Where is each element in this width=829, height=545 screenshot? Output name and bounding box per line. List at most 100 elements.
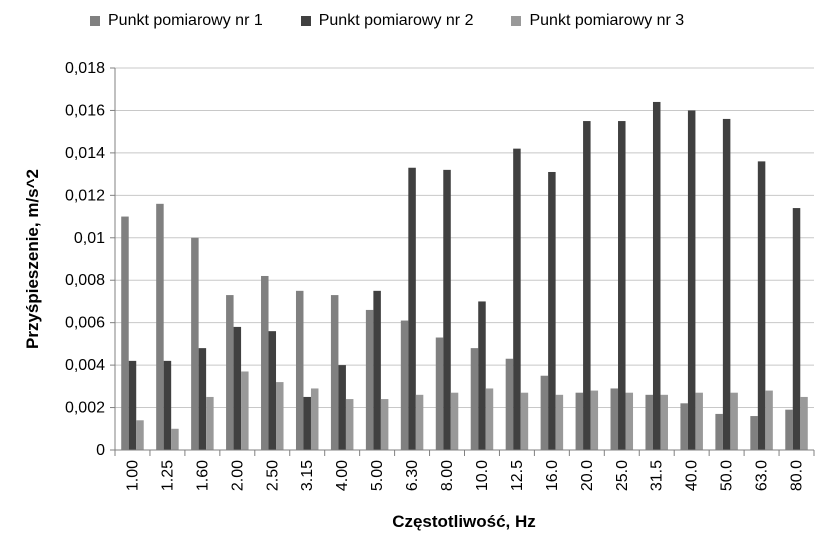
bar-series-2	[268, 331, 277, 450]
grid-lines	[115, 67, 814, 409]
bar-series-3	[415, 394, 424, 450]
bar-series-3	[485, 388, 494, 450]
bar-series-1	[156, 203, 164, 450]
legend-item-series-3: Punkt pomiarowy nr 3	[511, 12, 684, 30]
x-tick-label: 6.30	[404, 460, 421, 491]
bar-series-1	[540, 375, 549, 450]
x-tick-label: 1.00	[124, 460, 141, 491]
bar-series-1	[400, 320, 409, 450]
legend-label-series-3: Punkt pomiarowy nr 3	[529, 12, 685, 29]
bar-series-2	[373, 290, 381, 450]
bar-series-2	[408, 167, 416, 450]
x-tick-label: 1.60	[194, 460, 211, 491]
bar-series-3	[555, 394, 564, 450]
x-axis-label: Częstotliwość, Hz	[392, 512, 536, 531]
bar-series-2	[163, 360, 172, 450]
chart-legend: Punkt pomiarowy nr 1 Punkt pomiarowy nr …	[90, 12, 684, 30]
axes: 0 0,002 0,004 0,006 0,008 0,01 0,012 0,014 0,016…	[65, 60, 815, 491]
bar-series-1	[261, 275, 269, 450]
y-tick-label: 0,018	[65, 60, 105, 77]
bar-series-1	[575, 392, 584, 450]
legend-label-series-2: Punkt pomiarowy nr 2	[318, 12, 474, 29]
y-tick-label: 0,002	[65, 400, 105, 417]
x-tick-label: 50.0	[719, 460, 736, 491]
bar-series-1	[470, 348, 479, 450]
bar-series-3	[276, 382, 284, 450]
y-tick-label: 0,006	[65, 315, 105, 332]
bar-series-3	[800, 396, 808, 450]
bar-series-3	[765, 390, 773, 450]
x-tick-label: 12.5	[509, 460, 526, 491]
x-tick-label: 40.0	[684, 460, 701, 491]
x-tick-label: 63.0	[754, 460, 771, 491]
legend-item-series-2: Punkt pomiarowy nr 2	[300, 12, 474, 30]
y-tick-label: 0,014	[65, 145, 105, 162]
legend-swatch-series-2	[300, 16, 311, 26]
x-tick-label: 2.50	[264, 460, 281, 491]
x-tick-label: 5.00	[369, 460, 386, 491]
bar-series-2	[303, 396, 311, 450]
bar-series-3	[206, 396, 214, 450]
y-axis-label: Przyśpieszenie, m/s^2	[23, 169, 42, 349]
x-tick-label: 10.0	[474, 460, 491, 491]
bar-series-1	[645, 394, 653, 450]
x-tick-label: 80.0	[789, 460, 806, 491]
bar-series-2	[618, 121, 626, 451]
bar-series-2	[443, 169, 451, 450]
bar-series-1	[121, 216, 129, 450]
x-tick-label: 2.00	[229, 460, 246, 491]
legend-item-series-1: Punkt pomiarowy nr 1	[90, 12, 263, 30]
bar-series-2	[198, 348, 207, 450]
bar-series-1	[785, 409, 793, 450]
bar-series-2	[233, 326, 242, 450]
x-tick-label: 31.5	[649, 460, 666, 491]
bar-series-1	[365, 309, 374, 450]
y-tick-label: 0,01	[74, 230, 105, 247]
x-tick-label: 20.0	[579, 460, 596, 491]
bar-series-3	[310, 388, 319, 450]
bar-series-3	[241, 371, 249, 450]
y-tick-label: 0,004	[65, 357, 105, 374]
bar-series-2	[128, 360, 137, 450]
bar-series-3	[660, 394, 668, 450]
bar-series-1	[330, 295, 339, 450]
bar-series-1	[750, 416, 758, 450]
x-tick-label: 25.0	[614, 460, 631, 491]
x-tick-label: 16.0	[544, 460, 561, 491]
bar-series-3	[345, 399, 354, 450]
bar-series-1	[295, 290, 304, 450]
bar-series-1	[191, 237, 199, 450]
bar-series-1	[680, 403, 688, 450]
bar-series-2	[722, 118, 731, 450]
bar-series-2	[513, 148, 521, 450]
bar-series-1	[505, 358, 514, 450]
bar-series-3	[171, 428, 179, 450]
bar-series-1	[435, 337, 444, 450]
bar-series-3	[520, 392, 529, 450]
x-tick-label: 1.25	[159, 460, 176, 491]
x-tick-label: 3.15	[299, 460, 316, 491]
bar-series-3	[625, 392, 634, 450]
y-tick-label: 0,008	[65, 272, 105, 289]
bar-series-1	[610, 388, 619, 450]
y-tick-label: 0,012	[65, 187, 105, 204]
bar-series-2	[792, 208, 801, 450]
bar-series-2	[687, 110, 696, 450]
y-tick-label: 0	[96, 442, 105, 459]
bar-series-3	[695, 392, 703, 450]
bar-series-2	[757, 161, 766, 450]
bar-series-1	[226, 295, 234, 450]
legend-swatch-series-1	[90, 16, 100, 26]
bar-series-2	[583, 121, 591, 451]
bar-series-2	[548, 171, 556, 450]
legend-label-series-1: Punkt pomiarowy nr 1	[108, 12, 263, 29]
bar-series-1	[715, 413, 723, 450]
bar-series-3	[380, 399, 389, 450]
bar-series-2	[478, 301, 486, 450]
legend-swatch-series-3	[511, 16, 522, 26]
bars	[121, 101, 808, 451]
bar-series-3	[730, 392, 738, 450]
bar-series-3	[450, 392, 459, 450]
bar-series-3	[590, 390, 599, 450]
